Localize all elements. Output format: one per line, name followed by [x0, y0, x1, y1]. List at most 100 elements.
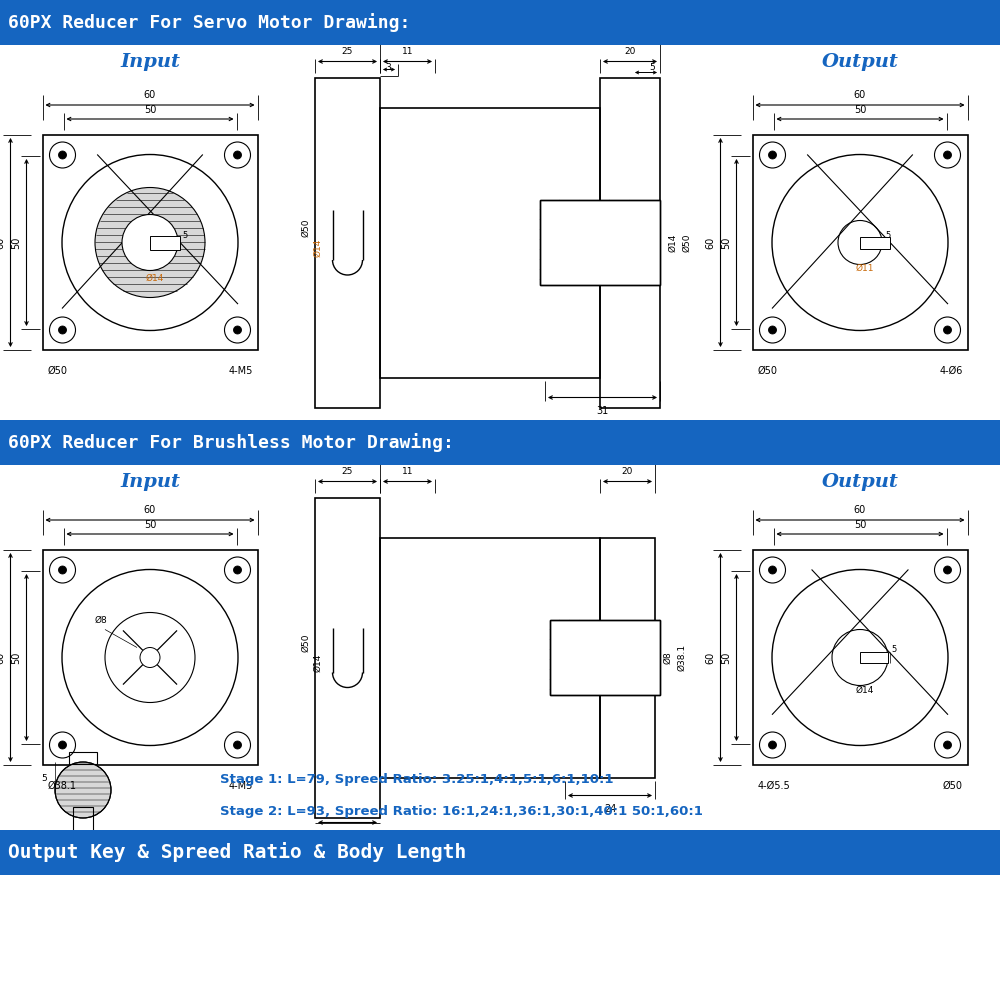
- Circle shape: [234, 566, 242, 574]
- Bar: [0, 0, 1000, 45]
- Bar: [753, 135, 968, 350]
- Text: Ø50: Ø50: [301, 633, 310, 652]
- Text: 20: 20: [622, 468, 633, 477]
- Text: Ø8: Ø8: [95, 615, 108, 624]
- Text: Output: Output: [822, 53, 898, 71]
- Circle shape: [832, 630, 888, 686]
- Circle shape: [58, 326, 66, 334]
- Bar: [600, 78, 660, 408]
- Text: 60PX Reducer For Brushless Motor Drawing:: 60PX Reducer For Brushless Motor Drawing…: [8, 433, 454, 452]
- Text: 50: 50: [722, 651, 732, 664]
- Text: 50: 50: [12, 236, 22, 249]
- Text: Ø50: Ø50: [942, 781, 962, 791]
- Text: 25: 25: [342, 468, 353, 477]
- Circle shape: [768, 326, 776, 334]
- Circle shape: [105, 612, 195, 702]
- Text: 24: 24: [604, 804, 616, 814]
- Bar: [73, 807, 93, 852]
- Bar: [540, 200, 660, 285]
- Bar: [42, 135, 258, 350]
- Text: Ø11: Ø11: [856, 263, 874, 272]
- Text: L: L: [516, 23, 524, 36]
- Bar: [315, 497, 380, 818]
- Bar: [550, 620, 660, 695]
- Text: 4-Ø6: 4-Ø6: [939, 366, 962, 376]
- Text: 3: 3: [344, 830, 351, 840]
- Text: Ø14: Ø14: [668, 233, 677, 252]
- Text: 50: 50: [722, 236, 732, 249]
- Text: 60: 60: [706, 236, 716, 249]
- Text: Ø14: Ø14: [146, 273, 164, 282]
- Text: 60: 60: [854, 505, 866, 515]
- Circle shape: [944, 326, 952, 334]
- Circle shape: [122, 215, 178, 270]
- Bar: [42, 550, 258, 765]
- Text: 60PX Reducer For Servo Motor Drawing:: 60PX Reducer For Servo Motor Drawing:: [8, 13, 410, 32]
- Text: L: L: [514, 444, 521, 456]
- Text: Ø38.1: Ø38.1: [677, 644, 686, 671]
- Text: 50: 50: [144, 105, 156, 115]
- Text: Ø50: Ø50: [758, 366, 778, 376]
- Bar: [380, 107, 600, 377]
- Text: 31: 31: [596, 406, 609, 416]
- Text: 4-M5: 4-M5: [228, 366, 252, 376]
- Text: Stage 2: L=93, Spreed Ratio: 16:1,24:1,36:1,30:1,40:1 50:1,60:1: Stage 2: L=93, Spreed Ratio: 16:1,24:1,3…: [220, 806, 703, 818]
- Text: Stage 3: L=107,Spreed Ratio: 100:1,4:120:1,150:1,200:1: Stage 3: L=107,Spreed Ratio: 100:1,4:120…: [220, 838, 645, 852]
- Text: Ø38.1: Ø38.1: [48, 781, 76, 791]
- Text: 11: 11: [402, 47, 413, 56]
- Bar: [0, 420, 1000, 465]
- Bar: [380, 538, 600, 778]
- Text: Stage 1: L=79, Spreed Ratio: 3.25:1,4:1,5:1,6:1,10:1: Stage 1: L=79, Spreed Ratio: 3.25:1,4:1,…: [220, 774, 614, 786]
- Circle shape: [768, 151, 776, 159]
- Bar: [600, 538, 655, 778]
- Text: 60: 60: [854, 90, 866, 100]
- Text: 50: 50: [12, 651, 22, 664]
- Circle shape: [140, 648, 160, 668]
- Text: 3: 3: [385, 62, 391, 72]
- Text: Output Key & Spreed Ratio & Body Length: Output Key & Spreed Ratio & Body Length: [8, 842, 466, 862]
- Text: 11: 11: [402, 468, 413, 477]
- Text: 60: 60: [0, 651, 6, 664]
- Circle shape: [768, 566, 776, 574]
- Bar: [315, 78, 380, 408]
- Text: Ø8: Ø8: [663, 651, 672, 664]
- Text: 5: 5: [891, 646, 896, 654]
- Bar: [860, 236, 890, 248]
- Circle shape: [944, 151, 952, 159]
- Text: Ø14: Ø14: [313, 653, 322, 672]
- Text: 11: 11: [77, 864, 89, 873]
- Circle shape: [944, 741, 952, 749]
- Circle shape: [944, 566, 952, 574]
- Bar: [69, 752, 97, 764]
- Text: 20: 20: [624, 47, 636, 56]
- Circle shape: [58, 741, 66, 749]
- Text: 25: 25: [342, 47, 353, 56]
- Text: Ø50: Ø50: [682, 233, 691, 252]
- Text: 5: 5: [649, 62, 655, 72]
- Text: Input: Input: [120, 53, 180, 71]
- Circle shape: [234, 151, 242, 159]
- Bar: [860, 652, 888, 663]
- Text: 4-M5: 4-M5: [228, 781, 252, 791]
- Bar: [550, 620, 660, 695]
- Bar: [150, 235, 180, 249]
- Circle shape: [768, 741, 776, 749]
- Bar: [753, 550, 968, 765]
- Text: 5: 5: [885, 231, 890, 239]
- Circle shape: [234, 326, 242, 334]
- Text: Output: Output: [822, 473, 898, 491]
- Text: 4-Ø5.5: 4-Ø5.5: [758, 781, 790, 791]
- Text: 60: 60: [144, 90, 156, 100]
- Bar: [0, 830, 1000, 875]
- Text: Ø14: Ø14: [313, 238, 322, 257]
- Text: Input: Input: [120, 473, 180, 491]
- Circle shape: [58, 566, 66, 574]
- Text: 50: 50: [144, 520, 156, 530]
- Circle shape: [55, 762, 111, 818]
- Circle shape: [234, 741, 242, 749]
- Text: Ø50: Ø50: [48, 366, 68, 376]
- Text: Ø50: Ø50: [301, 218, 310, 237]
- Bar: [540, 200, 660, 285]
- Text: 60: 60: [144, 505, 156, 515]
- Text: 5: 5: [182, 232, 187, 240]
